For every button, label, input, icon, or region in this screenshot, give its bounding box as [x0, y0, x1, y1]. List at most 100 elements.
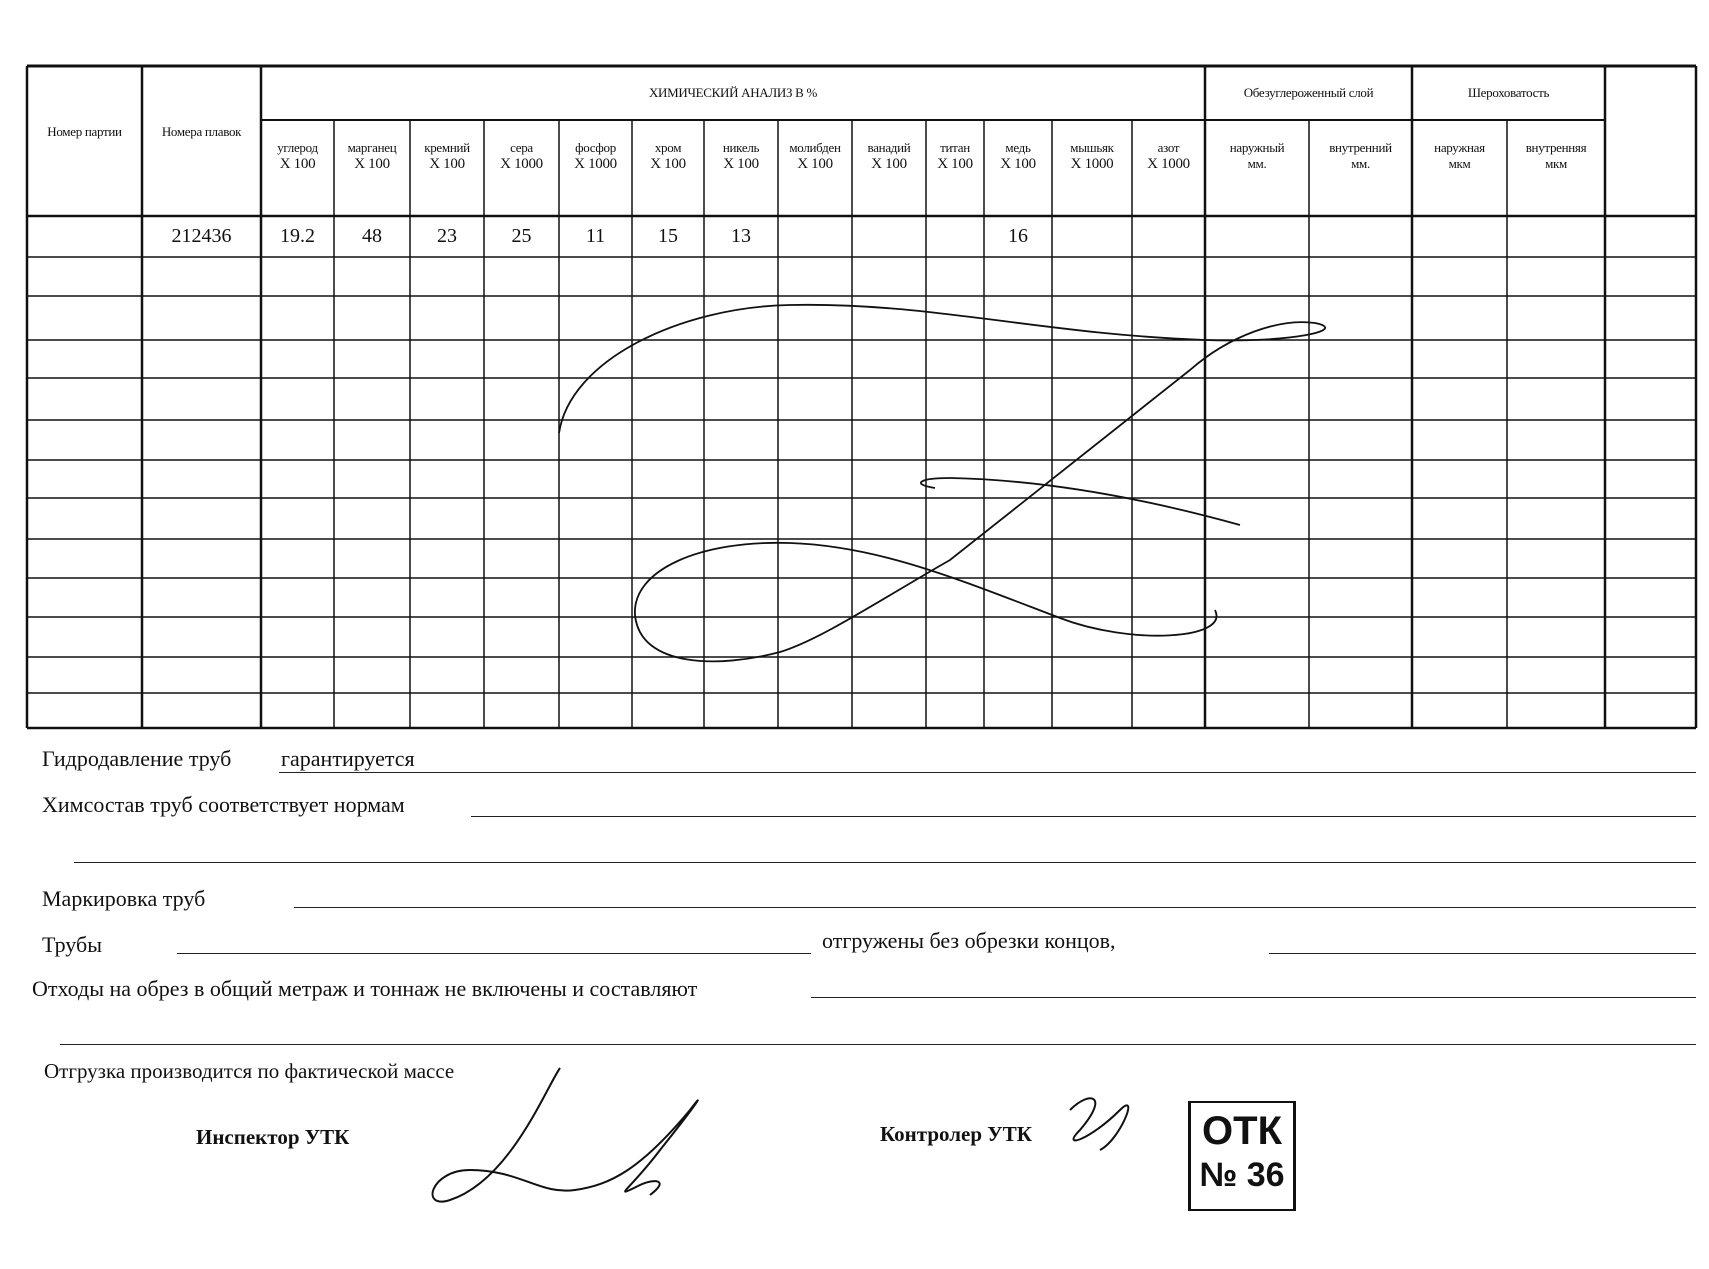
blank-line — [74, 862, 1696, 863]
cell-chem-4: 11 — [559, 216, 632, 257]
hydro-label: Гидродавление труб — [42, 746, 232, 771]
marking-label: Маркировка труб — [42, 886, 206, 911]
cell-chem-2-text: 23 — [437, 225, 457, 247]
header-heat: Номера плавок — [142, 66, 261, 216]
header-chem-2-text: кремний — [424, 140, 470, 155]
header-rough-1: внутренняя мкм — [1507, 140, 1605, 206]
cell-chem-10-text: 16 — [1008, 225, 1028, 247]
header-chem-7: молибден X 100 — [778, 140, 852, 206]
header-chem-title: ХИМИЧЕСКИЙ АНАЛИЗ В % — [261, 66, 1205, 120]
header-chem-1: марганец X 100 — [334, 140, 410, 206]
cell-chem-3: 25 — [484, 216, 559, 257]
cell-chem-6-text: 13 — [731, 225, 751, 247]
controller-label: Контролер УТК — [880, 1122, 1032, 1146]
header-decarb-0-text: мм. — [1247, 156, 1267, 171]
waste-label: Отходы на обрез в общий метраж и тоннаж … — [32, 976, 698, 1001]
table-signature-scribble — [558, 303, 1327, 663]
header-chem-10: медь X 100 — [984, 140, 1052, 206]
header-chem-3-text: X 1000 — [500, 156, 543, 172]
header-rough-1-text: мкм — [1545, 156, 1567, 171]
chem-underline — [471, 816, 1696, 817]
stamp-line1: ОТК — [1202, 1109, 1282, 1153]
header-chem-10-text: X 100 — [1000, 156, 1036, 172]
header-chem-2: кремний X 100 — [410, 140, 484, 206]
shipping-note: Отгрузка производится по фактической мас… — [44, 1059, 455, 1083]
chem-label: Химсостав труб соответствует нормам — [42, 792, 405, 817]
header-chem-8-text: X 100 — [871, 156, 907, 172]
header-chem-5-text: X 100 — [650, 156, 686, 172]
header-rough-title: Шероховатость — [1412, 66, 1605, 120]
header-chem-5: хром X 100 — [632, 140, 704, 206]
cell-chem-1-text: 48 — [362, 225, 382, 247]
header-decarb-0-text: наружный — [1229, 140, 1285, 155]
header-chem-0: углерод X 100 — [261, 140, 334, 206]
header-rough-0-text: наружная — [1434, 140, 1485, 155]
cell-chem-1: 48 — [334, 216, 410, 257]
header-decarb-1: внутренний мм. — [1309, 140, 1412, 206]
header-chem-12-text: X 1000 — [1147, 156, 1190, 172]
header-chem-12-text: азот — [1157, 140, 1180, 155]
header-chem-1-text: марганец — [347, 140, 397, 155]
header-chem-1-text: X 100 — [354, 156, 390, 172]
cell-chem-5: 15 — [632, 216, 704, 257]
cell-chem-3-text: 25 — [511, 225, 532, 247]
stamp-line2: № 36 — [1199, 1156, 1285, 1194]
cell-chem-5-text: 15 — [658, 225, 678, 247]
hydro-value: гарантируется — [281, 746, 415, 771]
header-rough-1-text: внутренняя — [1525, 140, 1587, 155]
header-chem-8: ванадий X 100 — [852, 140, 926, 206]
header-chem-title-text: ХИМИЧЕСКИЙ АНАЛИЗ В % — [648, 85, 818, 100]
cell-chem-10: 16 — [984, 216, 1052, 257]
header-decarb-title: Обезуглероженный слой — [1205, 66, 1412, 120]
header-rough-title-text: Шероховатость — [1467, 85, 1550, 100]
header-chem-11-text: X 1000 — [1070, 156, 1114, 172]
header-rough-0-text: мкм — [1448, 156, 1471, 171]
pipes-underline-2 — [1269, 953, 1696, 954]
header-chem-9-text: титан — [940, 140, 970, 155]
header-chem-9: титан X 100 — [926, 140, 984, 206]
header-chem-3-text: сера — [510, 140, 533, 155]
cell-chem-0: 19.2 — [261, 216, 334, 257]
header-decarb-title-text: Обезуглероженный слой — [1243, 85, 1374, 100]
hydro-underline — [279, 772, 1696, 773]
cell-heat-text: 212436 — [171, 225, 232, 247]
header-chem-5-text: хром — [654, 140, 682, 155]
cell-chem-6: 13 — [704, 216, 778, 257]
header-chem-6: никель X 100 — [704, 140, 778, 206]
cell-chem-4-text: 11 — [585, 225, 606, 247]
header-chem-6-text: никель — [722, 140, 760, 155]
header-chem-12: азот X 1000 — [1132, 140, 1205, 206]
header-heat-text: Номера плавок — [161, 124, 242, 139]
header-decarb-1-text: мм. — [1351, 156, 1370, 171]
cell-chem-2: 23 — [410, 216, 484, 257]
header-chem-11: мышьяк X 1000 — [1052, 140, 1132, 206]
header-chem-7-text: X 100 — [797, 156, 833, 172]
marking-underline — [294, 907, 1696, 908]
header-chem-0-text: X 100 — [279, 156, 316, 172]
pipes-label: Трубы — [42, 932, 102, 957]
pipes-underline — [177, 953, 811, 954]
header-decarb-1-text: внутренний — [1329, 140, 1392, 155]
waste-underline — [811, 997, 1696, 998]
otk-stamp: ОТК № 36 — [1188, 1101, 1296, 1211]
blank-line-2 — [60, 1044, 1696, 1045]
header-chem-4: фосфор X 1000 — [559, 140, 632, 206]
header-chem-6-text: X 100 — [723, 156, 759, 172]
header-chem-10-text: медь — [1005, 140, 1031, 155]
header-party-text: Номер партии — [47, 124, 122, 139]
pipes-suffix: отгружены без обрезки концов, — [822, 928, 1116, 953]
cell-heat: 212436 — [142, 216, 261, 257]
header-chem-4-text: фосфор — [575, 140, 616, 155]
header-chem-2-text: X 100 — [429, 156, 465, 172]
cell-chem-0-text: 19.2 — [280, 225, 315, 247]
inspector-label: Инспектор УТК — [196, 1125, 350, 1149]
header-chem-4-text: X 1000 — [574, 156, 617, 172]
header-chem-7-text: молибден — [789, 140, 841, 155]
header-rough-0: наружная мкм — [1412, 140, 1507, 206]
header-chem-11-text: мышьяк — [1070, 140, 1114, 155]
header-chem-9-text: X 100 — [937, 156, 973, 172]
header-party: Номер партии — [27, 66, 142, 216]
header-chem-8-text: ванадий — [867, 140, 911, 155]
